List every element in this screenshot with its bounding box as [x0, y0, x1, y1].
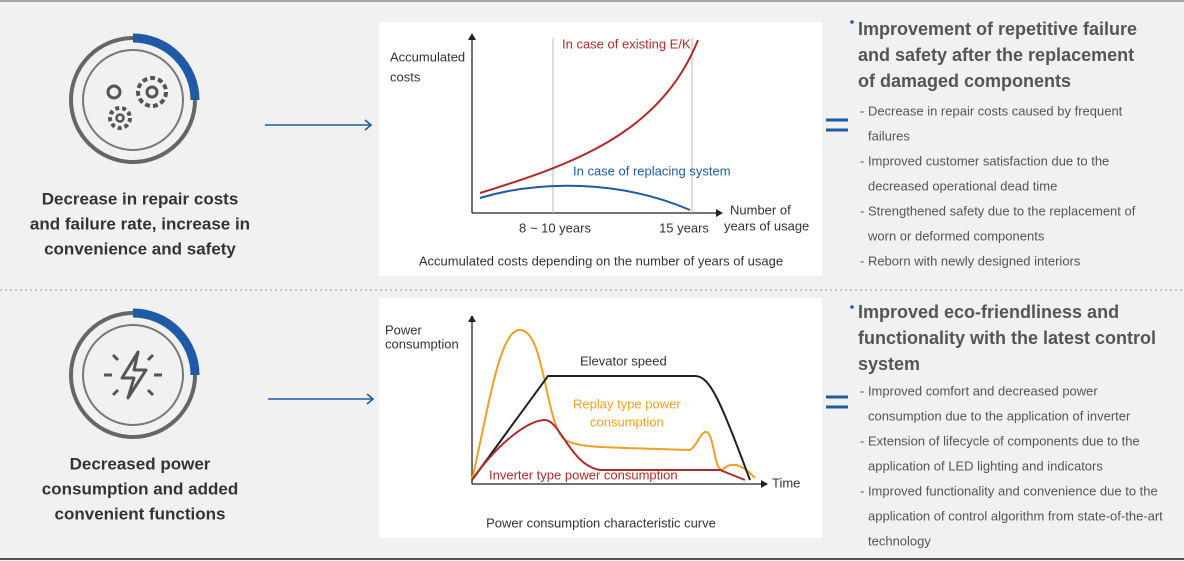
bullet-text: - Improved comfort and decreased power: [860, 383, 1098, 398]
chart-panel: [379, 298, 822, 538]
bullet-text: consumption due to the application of in…: [868, 408, 1131, 423]
x-mark: 8 ~ 10 years: [519, 220, 591, 235]
arrows: [265, 119, 375, 405]
heading: Improved eco-friendliness and: [858, 302, 1119, 322]
caption: convenience and safety: [44, 239, 236, 258]
bullet-text: decreased operational dead time: [868, 178, 1057, 193]
gear-icon: [69, 33, 200, 164]
axis-label: costs: [390, 69, 421, 84]
power-icon: [69, 308, 200, 439]
heading: and safety after the replacement: [858, 45, 1134, 65]
heading: functionality with the latest control: [858, 328, 1156, 348]
chart-panel: [379, 22, 822, 276]
bullet-dot: [850, 20, 854, 24]
curve-label: Elevator speed: [580, 353, 667, 368]
curve-label: Inverter type power consumption: [489, 467, 678, 482]
heading: system: [858, 354, 920, 374]
bullet-text: - Decrease in repair costs caused by fre…: [860, 103, 1123, 118]
x-mark: 15 years: [659, 220, 709, 235]
chart-caption: Power consumption characteristic curve: [486, 515, 716, 530]
bullet-text: application of LED lighting and indicato…: [868, 458, 1103, 473]
axis-label: Number of: [730, 202, 791, 217]
axis-label: Time: [772, 475, 800, 490]
axis-label: Power: [385, 322, 423, 337]
curve-label: In case of replacing system: [573, 163, 731, 178]
chart-caption: Accumulated costs depending on the numbe…: [419, 253, 783, 268]
caption: consumption and added: [42, 479, 238, 498]
caption: Decrease in repair costs: [42, 189, 239, 208]
bullet-text: - Reborn with newly designed interiors: [860, 253, 1081, 268]
bullet-text: - Extension of lifecycle of components d…: [860, 433, 1140, 448]
curve-label: Replay type power: [573, 396, 681, 411]
equals: [826, 118, 848, 409]
heading: of damaged components: [858, 71, 1071, 91]
caption: Decreased power: [70, 454, 211, 473]
bullet-text: - Strengthened safety due to the replace…: [860, 203, 1136, 218]
bullet-text: worn or deformed components: [867, 228, 1045, 243]
bullet-text: - Improved functionality and convenience…: [860, 483, 1158, 498]
bullet-text: failures: [868, 128, 910, 143]
bullet-text: technology: [868, 533, 931, 548]
caption: convenient functions: [55, 504, 226, 523]
curve-label: In case of existing E/K: [562, 36, 691, 51]
cost-chart: [468, 33, 723, 217]
curve-label: consumption: [590, 414, 664, 429]
heading: Improvement of repetitive failure: [858, 19, 1137, 39]
bullet-text: - Improved customer satisfaction due to …: [860, 153, 1109, 168]
bullet-text: application of control algorithm from st…: [868, 508, 1163, 523]
bullet-dot: [850, 305, 854, 309]
axis-label: consumption: [385, 336, 459, 351]
axis-label: years of usage: [724, 218, 809, 233]
axis-label: Accumulated: [390, 49, 465, 64]
power-chart: [468, 315, 768, 488]
caption: and failure rate, increase in: [30, 214, 250, 233]
